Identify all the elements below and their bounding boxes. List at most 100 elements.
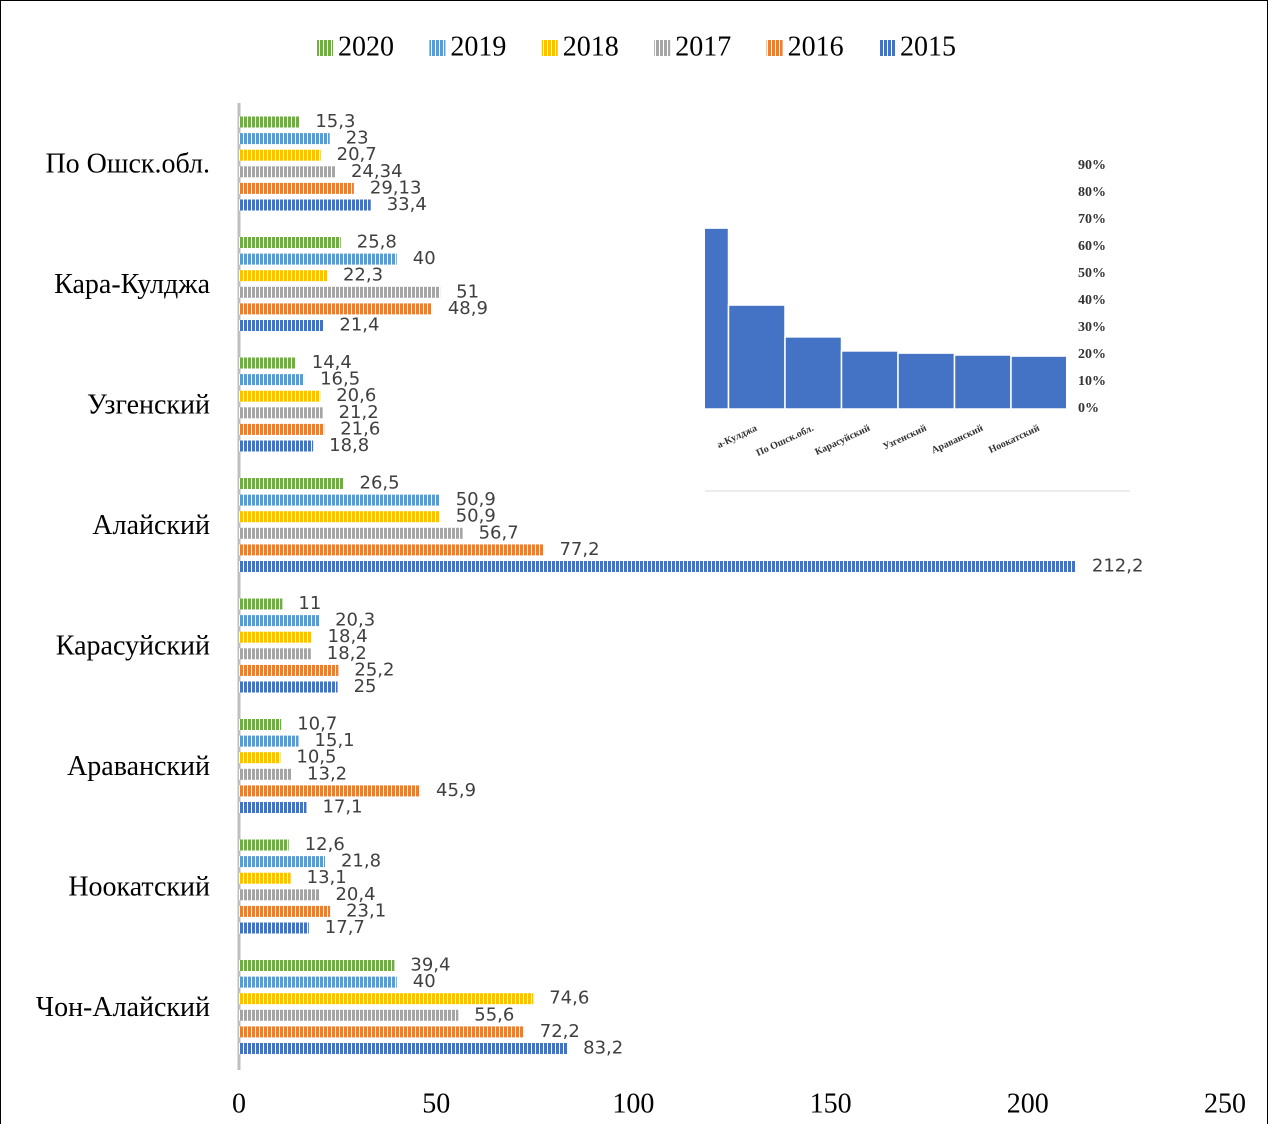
x-tick-label: Ноокатский <box>987 423 1042 456</box>
bar <box>239 374 305 386</box>
category-label: Карасуйский <box>56 630 210 661</box>
bar <box>239 719 282 730</box>
data-label: 56,7 <box>479 522 519 543</box>
bar <box>239 768 292 780</box>
data-label: 13,1 <box>307 867 347 888</box>
y-tick-label: 10% <box>1078 374 1106 389</box>
bar <box>239 960 395 971</box>
bar <box>239 993 534 1005</box>
bar <box>239 511 440 523</box>
data-label: 21,8 <box>341 851 381 872</box>
legend-label: 2018 <box>563 31 619 62</box>
x-tick-label: Карасуйский <box>813 423 872 458</box>
bar <box>239 440 314 452</box>
data-label: 26,5 <box>360 473 400 494</box>
data-label: 48,9 <box>448 298 488 319</box>
bar <box>840 350 899 410</box>
bar <box>239 199 371 211</box>
y-tick-label: 20% <box>1078 347 1106 362</box>
bar <box>239 664 339 676</box>
data-label: 15,1 <box>315 730 355 751</box>
y-tick-label: 50% <box>1078 266 1106 281</box>
bar <box>239 286 441 298</box>
bar <box>239 856 325 868</box>
bar <box>239 407 323 419</box>
data-label: 18,4 <box>328 626 368 647</box>
bar <box>239 544 544 556</box>
data-label: 13,2 <box>307 763 347 784</box>
bar <box>239 872 291 884</box>
bar <box>239 648 311 660</box>
x-tick-label: 0 <box>232 1088 246 1119</box>
data-label: 17,1 <box>322 797 362 818</box>
data-label: 74,6 <box>549 988 589 1009</box>
data-label: 21,2 <box>339 402 379 423</box>
legend-swatch <box>541 40 558 56</box>
bar <box>239 478 344 489</box>
category-label: По Ошск.обл. <box>45 148 210 179</box>
data-label: 45,9 <box>436 780 476 801</box>
data-label: 77,2 <box>559 539 599 560</box>
data-label: 50,9 <box>456 506 496 527</box>
data-label: 22,3 <box>343 265 383 286</box>
bar <box>239 752 281 764</box>
legend-label: 2016 <box>788 31 844 62</box>
bar <box>239 423 325 435</box>
category-label: Алайский <box>92 510 210 541</box>
data-label: 40 <box>413 248 436 269</box>
category-label: Ноокатский <box>68 871 210 902</box>
data-label: 20,7 <box>337 144 377 165</box>
data-label: 21,6 <box>340 418 380 439</box>
bar <box>239 905 331 917</box>
category-label: Узгенский <box>87 389 210 420</box>
bar <box>239 133 330 145</box>
legend-swatch <box>429 40 446 56</box>
bar <box>239 149 321 161</box>
bar <box>727 304 786 410</box>
bar <box>239 889 320 901</box>
category-label: Кара-Кулджа <box>54 269 210 300</box>
bar <box>239 253 397 265</box>
x-tick-label: 100 <box>612 1088 654 1119</box>
x-tick-label: По Ошск.обл. <box>755 423 816 459</box>
bar <box>239 1026 524 1038</box>
data-label: 39,4 <box>410 955 450 976</box>
legend-swatch <box>654 40 671 56</box>
bar <box>239 802 307 813</box>
bar <box>239 681 338 693</box>
data-label: 20,3 <box>335 610 375 631</box>
bar <box>239 561 1076 572</box>
data-label: 20,4 <box>335 884 375 905</box>
data-label: 10,5 <box>296 747 336 768</box>
y-tick-label: 40% <box>1078 293 1106 308</box>
data-label: 15,3 <box>315 111 355 132</box>
data-label: 12,6 <box>305 834 345 855</box>
data-label: 25 <box>354 676 377 697</box>
data-label: 20,6 <box>336 385 376 406</box>
data-label: 40 <box>413 971 436 992</box>
bar <box>239 922 309 934</box>
inset-plot <box>705 227 1066 410</box>
data-label: 55,6 <box>474 1004 514 1025</box>
bar <box>239 166 335 178</box>
bar <box>239 615 320 627</box>
bar <box>239 270 327 282</box>
data-label: 29,13 <box>370 177 422 198</box>
x-tick-label: 200 <box>1007 1088 1049 1119</box>
data-label: 23 <box>346 128 369 149</box>
data-label: 72,2 <box>540 1021 580 1042</box>
data-label: 11 <box>298 593 321 614</box>
legend-label: 2015 <box>900 31 956 62</box>
legend-swatch <box>766 40 783 56</box>
data-label: 50,9 <box>456 489 496 510</box>
bar <box>239 182 354 194</box>
legend-label: 2019 <box>450 31 506 62</box>
bar <box>239 357 296 369</box>
legend-swatch <box>317 40 333 56</box>
bar <box>239 735 299 747</box>
y-tick-label: 30% <box>1078 320 1106 335</box>
data-label: 33,4 <box>387 194 427 215</box>
bar <box>784 336 843 410</box>
bar <box>953 354 1012 410</box>
